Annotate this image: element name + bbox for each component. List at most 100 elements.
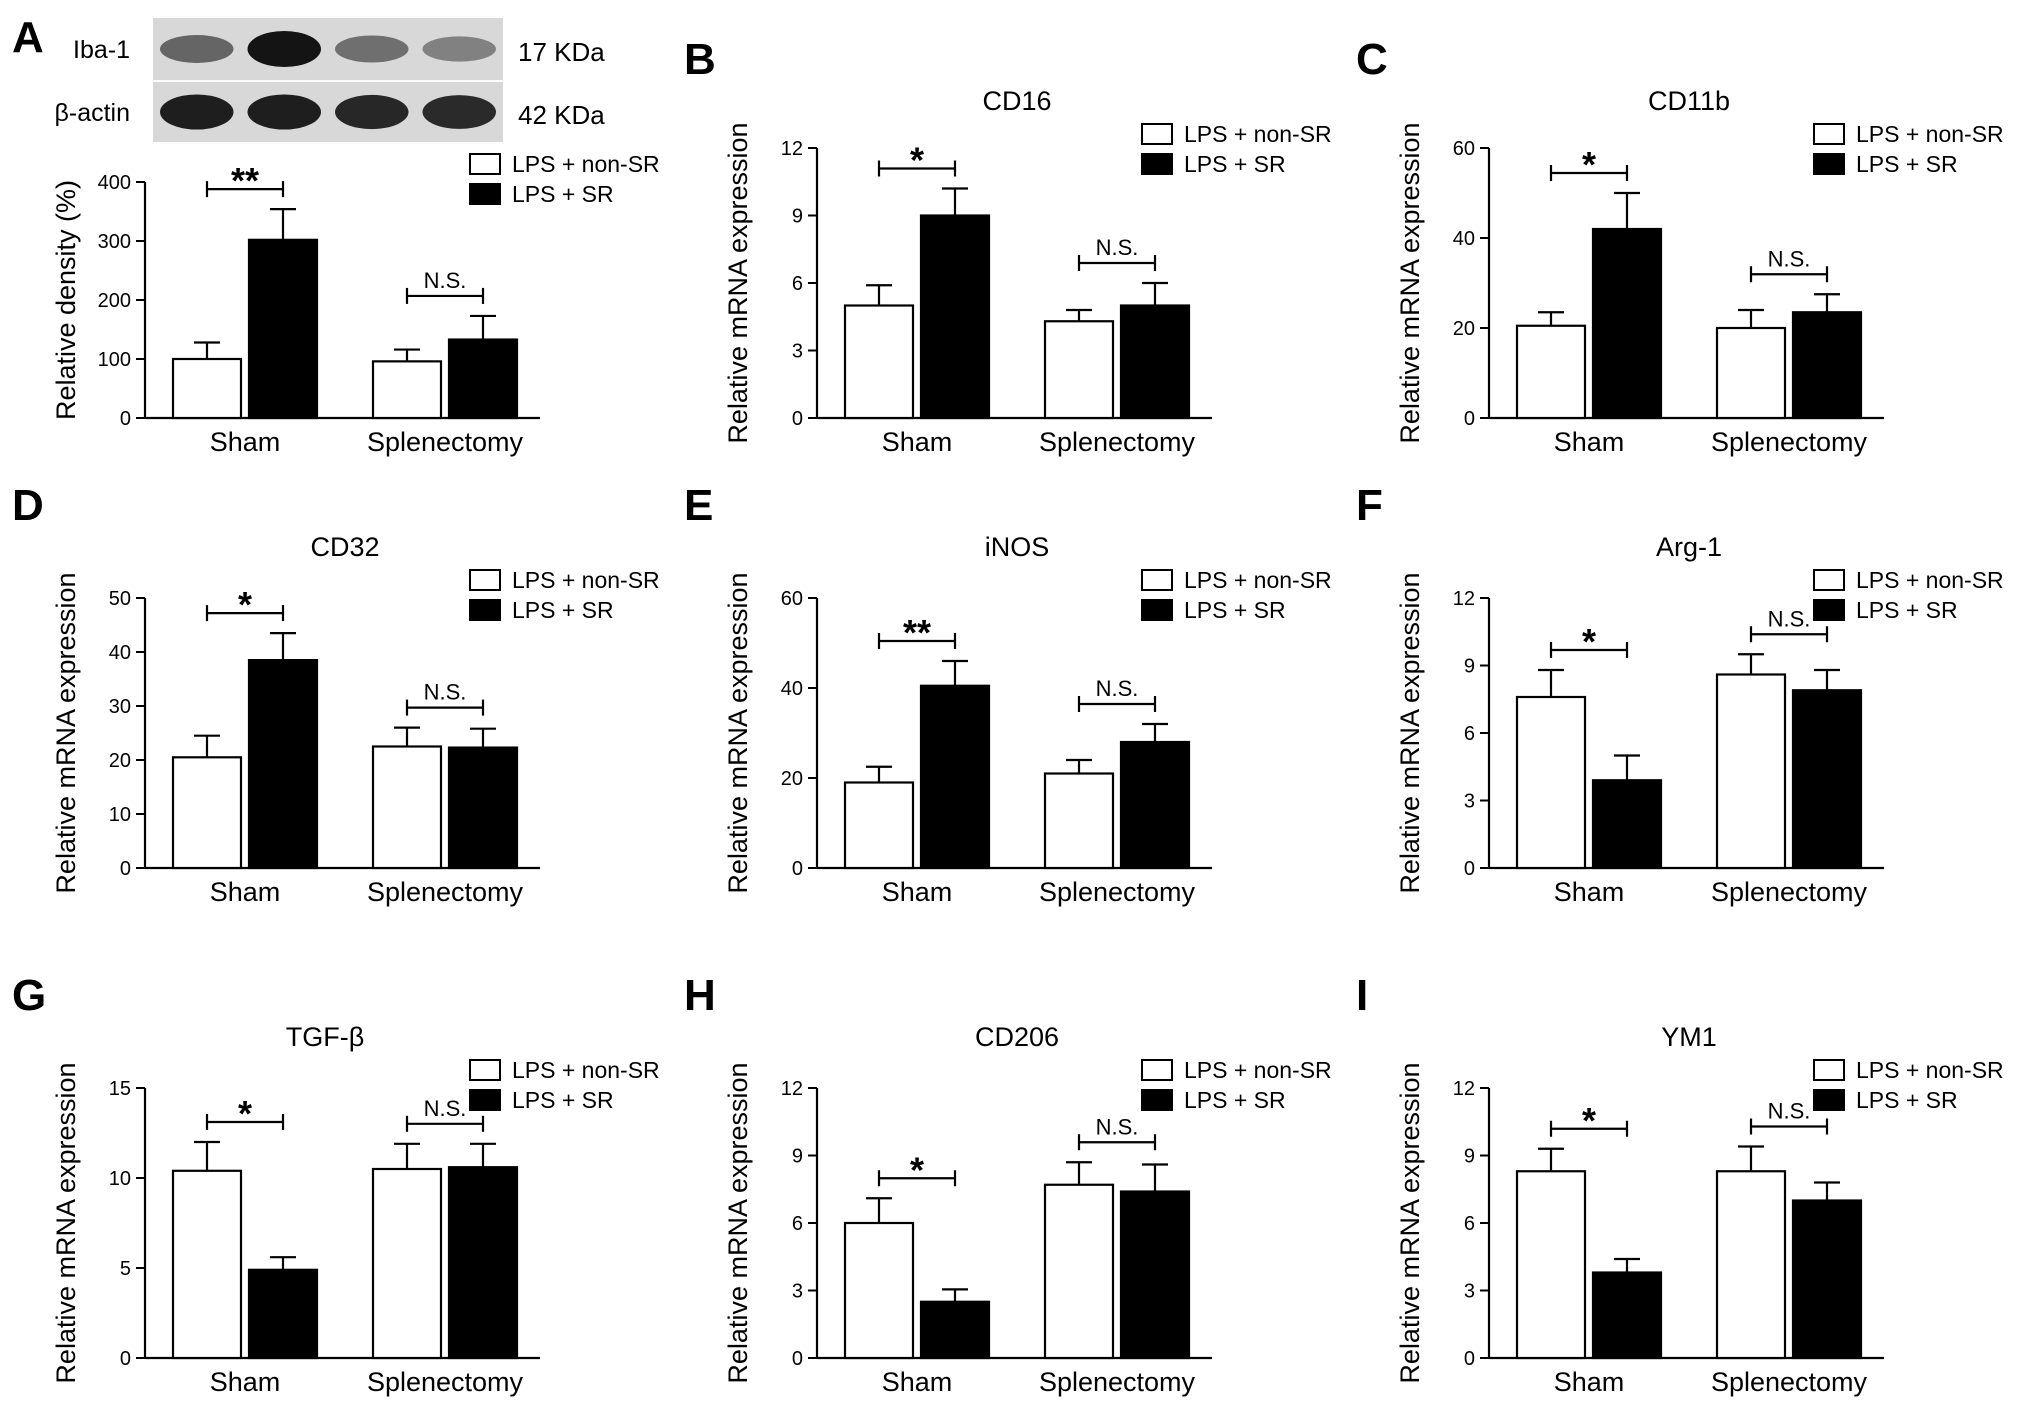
blot-band (422, 36, 496, 62)
y-axis-label: Relative mRNA expression (1395, 572, 1425, 893)
blot-band (247, 31, 321, 67)
bar-non-sr (1715, 1170, 1787, 1360)
panel-letter: F (1356, 481, 1383, 530)
significance-label: * (910, 140, 924, 181)
y-tick-label: 9 (792, 206, 803, 228)
y-tick-label: 0 (792, 408, 803, 430)
x-tick-label: Sham (1554, 1367, 1625, 1397)
significance-label: * (238, 584, 252, 625)
y-tick-label: 9 (1464, 1146, 1475, 1168)
y-tick-label: 300 (98, 231, 131, 253)
y-tick-label: 0 (1464, 1348, 1475, 1370)
y-tick-label: 0 (1464, 858, 1475, 880)
y-tick-label: 12 (781, 1078, 803, 1100)
x-tick-label: Sham (882, 427, 953, 457)
legend-swatch (469, 183, 501, 205)
bar-non-sr (843, 1221, 915, 1360)
x-tick-label: Splenectomy (1039, 427, 1196, 457)
bar-non-sr (1043, 1183, 1115, 1360)
bar-non-sr (371, 1167, 443, 1360)
significance-label: ** (231, 160, 259, 201)
significance-label: N.S. (1768, 246, 1811, 271)
y-tick-label: 3 (792, 341, 803, 363)
blot-band (335, 94, 409, 130)
chart-title: CD16 (982, 86, 1051, 116)
bar-sr (1591, 1271, 1663, 1360)
blot-band (160, 35, 234, 63)
legend-label: LPS + SR (512, 181, 614, 207)
bar-non-sr (171, 357, 243, 420)
significance-label: N.S. (424, 680, 467, 705)
y-tick-label: 15 (109, 1078, 131, 1100)
bar-sr (1119, 304, 1191, 420)
bar-sr (1119, 1190, 1191, 1360)
x-tick-label: Splenectomy (367, 877, 524, 907)
y-tick-label: 12 (1453, 588, 1475, 610)
panel-c: C CD11b 0 20 40 60 Relative mRNA expression Sha… (1356, 35, 2004, 457)
legend-label: LPS + non-SR (1856, 567, 2004, 593)
bar-non-sr (1715, 326, 1787, 420)
blot-size-label: 42 KDa (518, 100, 605, 130)
bar-non-sr (843, 304, 915, 420)
significance-label: N.S. (1096, 676, 1139, 701)
x-tick-label: Splenectomy (1711, 427, 1868, 457)
bar-sr (247, 658, 319, 870)
y-axis-label: Relative mRNA expression (1395, 1062, 1425, 1383)
y-tick-label: 12 (1453, 1078, 1475, 1100)
bar-sr (919, 684, 991, 870)
x-tick-label: Splenectomy (1711, 1367, 1868, 1397)
bar-sr (1791, 1199, 1863, 1360)
bar-sr (1591, 227, 1663, 420)
legend-label: LPS + SR (512, 597, 614, 623)
legend-swatch (1141, 153, 1173, 175)
y-tick-label: 3 (1464, 1281, 1475, 1303)
bar-non-sr (1515, 695, 1587, 870)
y-tick-label: 5 (120, 1258, 131, 1280)
y-tick-label: 100 (98, 349, 131, 371)
significance-label: * (910, 1149, 924, 1190)
legend-label: LPS + SR (512, 1087, 614, 1113)
significance-label: N.S. (1096, 1114, 1139, 1139)
legend-swatch (1141, 569, 1173, 591)
x-tick-label: Splenectomy (1039, 877, 1196, 907)
x-tick-label: Splenectomy (1711, 877, 1868, 907)
y-tick-label: 20 (109, 750, 131, 772)
bar-sr (1791, 311, 1863, 420)
x-tick-label: Sham (1554, 877, 1625, 907)
legend-label: LPS + non-SR (1856, 121, 2004, 147)
blot-label: Iba-1 (73, 36, 130, 64)
y-tick-label: 6 (792, 273, 803, 295)
blot-size-label: 17 KDa (518, 37, 605, 67)
bar-sr (247, 1268, 319, 1360)
significance-label: N.S. (1768, 606, 1811, 631)
chart-title: Arg-1 (1656, 532, 1722, 562)
panel-f: F Arg-1 0 3 6 9 12 Relative mRNA expression Sham… (1356, 481, 2004, 907)
y-tick-label: 30 (109, 696, 131, 718)
legend-label: LPS + SR (1184, 1087, 1286, 1113)
bar-non-sr (371, 745, 443, 870)
blot-band (335, 35, 409, 63)
y-axis-label: Relative mRNA expression (51, 572, 81, 893)
x-tick-label: Sham (210, 1367, 281, 1397)
bar-non-sr (371, 360, 443, 420)
y-tick-label: 3 (1464, 791, 1475, 813)
legend-swatch (1141, 1059, 1173, 1081)
x-tick-label: Sham (882, 877, 953, 907)
y-tick-label: 40 (1453, 228, 1475, 250)
x-tick-label: Sham (210, 877, 281, 907)
y-tick-label: 50 (109, 588, 131, 610)
panel-letter: G (12, 971, 46, 1020)
legend-label: LPS + SR (1184, 151, 1286, 177)
bar-non-sr (171, 1169, 243, 1360)
y-tick-label: 10 (109, 1168, 131, 1190)
significance-label: * (238, 1093, 252, 1134)
legend-label: LPS + non-SR (1184, 121, 1332, 147)
legend-swatch (1141, 123, 1173, 145)
y-axis-label: Relative mRNA expression (723, 572, 753, 893)
chart-title: CD32 (310, 532, 379, 562)
legend-swatch (469, 1059, 501, 1081)
legend-label: LPS + non-SR (512, 567, 660, 593)
